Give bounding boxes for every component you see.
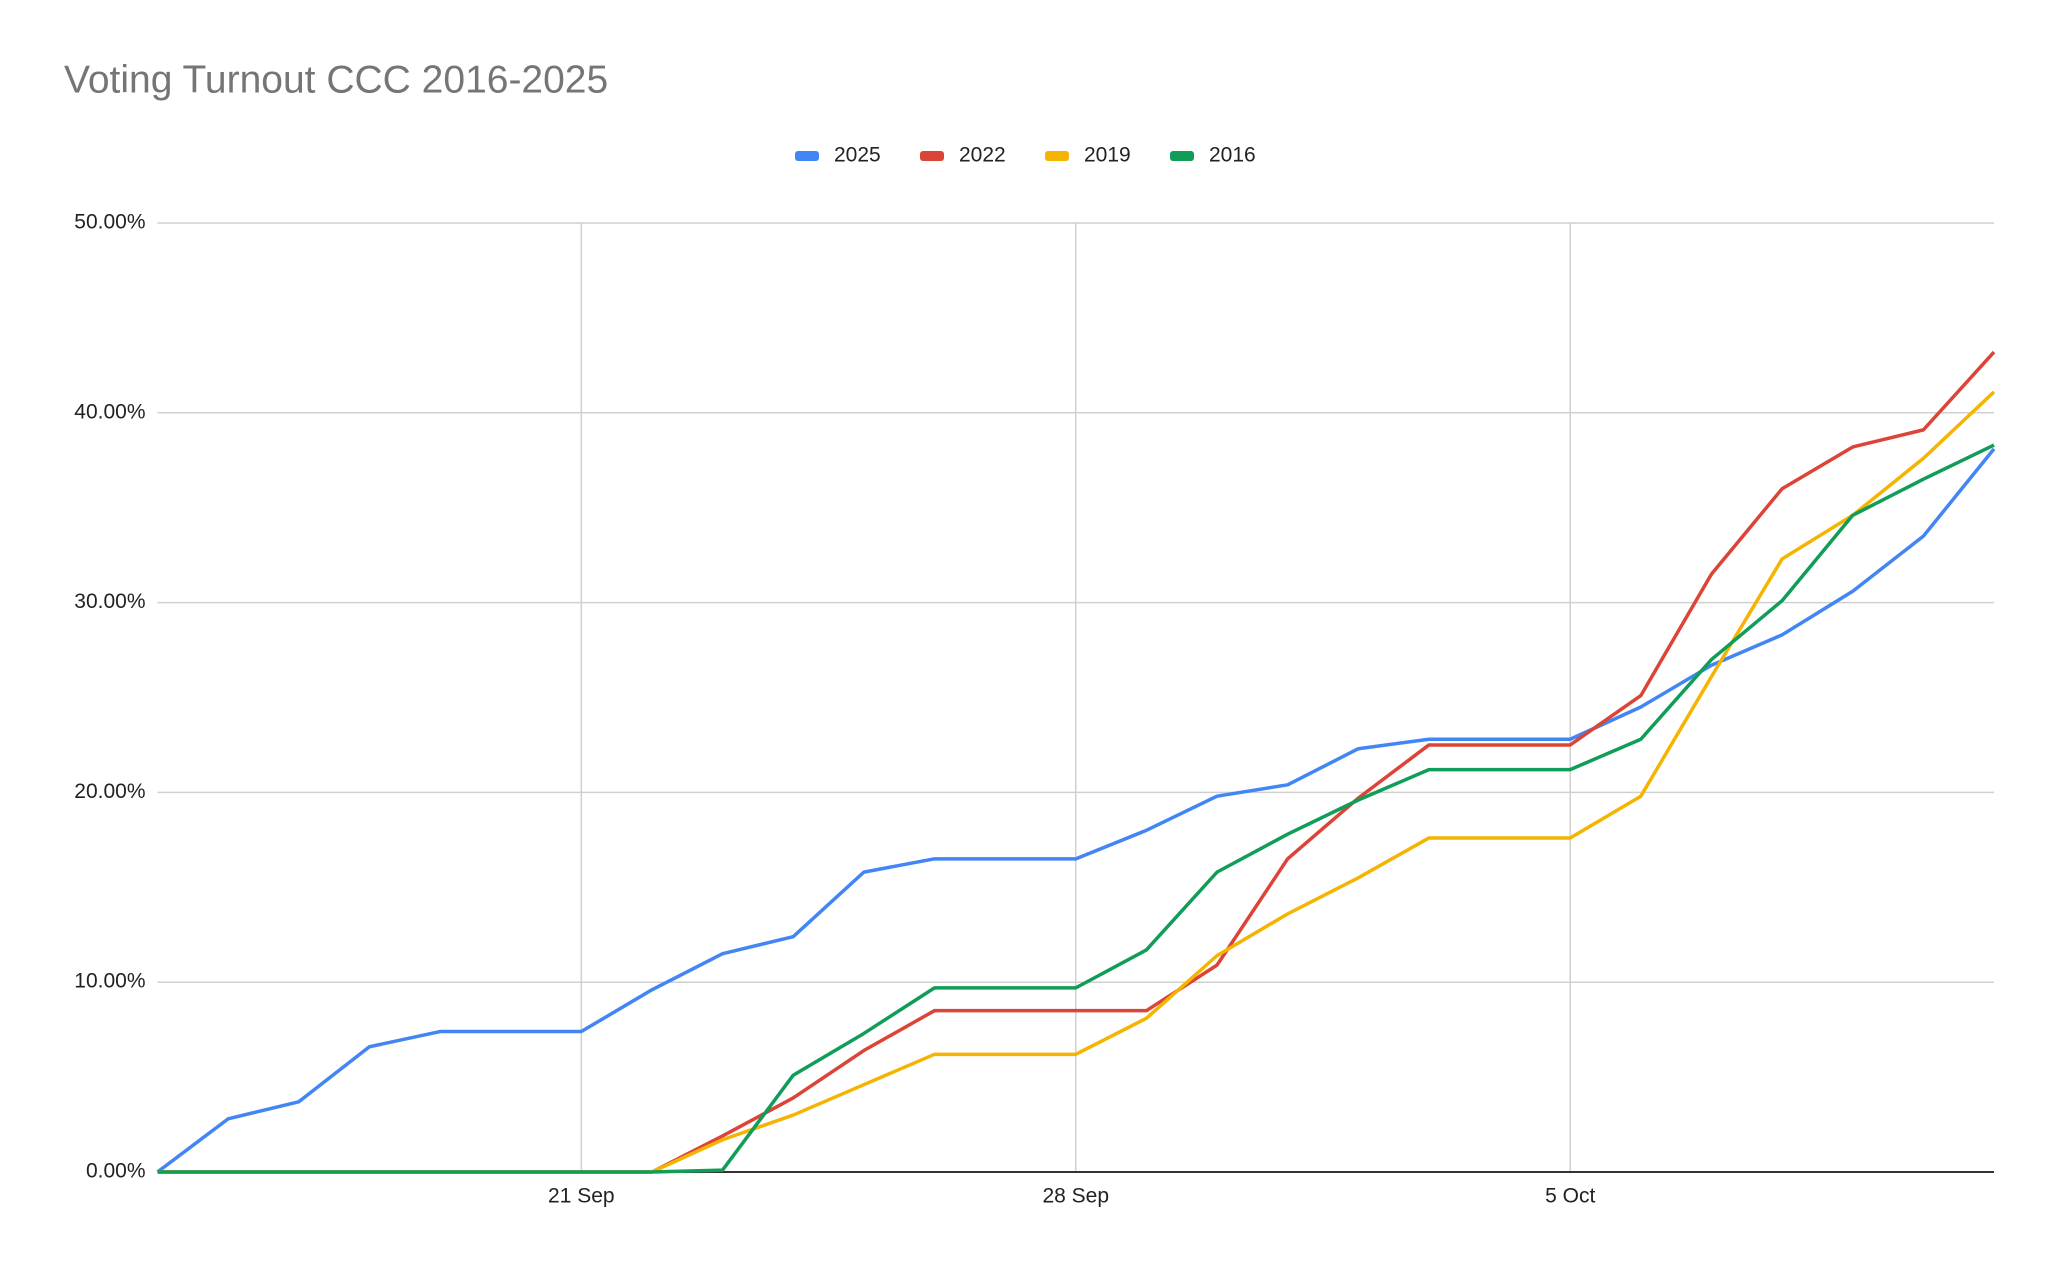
x-tick-label: 5 Oct: [1545, 1185, 1595, 1208]
x-tick-label: 28 Sep: [1042, 1185, 1109, 1208]
y-tick-label: 0.00%: [86, 1160, 146, 1183]
legend-swatch: [920, 151, 944, 161]
x-tick-label: 21 Sep: [548, 1185, 615, 1208]
y-tick-label: 20.00%: [74, 780, 145, 803]
y-tick-label: 10.00%: [74, 970, 145, 993]
legend-label: 2016: [1209, 144, 1256, 167]
series-line: [156, 447, 1996, 1174]
chart-title: Voting Turnout CCC 2016-2025: [64, 58, 608, 101]
y-tick-label: 30.00%: [74, 590, 145, 613]
legend-swatch: [1170, 151, 1194, 161]
series-line: [157, 443, 1995, 1174]
y-tick-label: 50.00%: [74, 211, 145, 234]
y-tick-label: 40.00%: [74, 400, 145, 423]
legend-swatch: [795, 151, 819, 161]
legend-label: 2022: [959, 144, 1006, 167]
legend-swatch: [1045, 151, 1069, 161]
legend-label: 2025: [834, 144, 881, 167]
legend-label: 2019: [1084, 144, 1131, 167]
